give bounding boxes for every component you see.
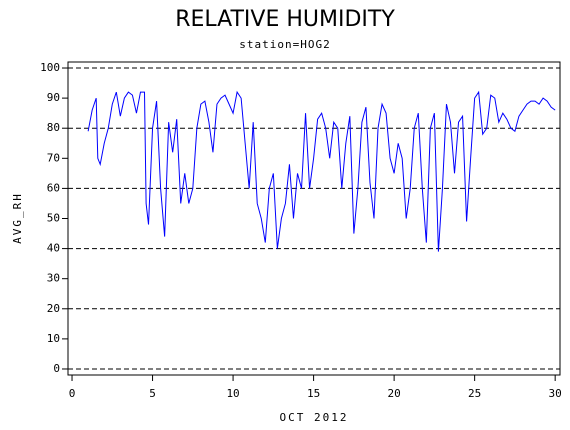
chart-title: RELATIVE HUMIDITY bbox=[175, 7, 395, 32]
y-tick-label: 90 bbox=[47, 91, 60, 104]
y-tick-label: 50 bbox=[47, 212, 60, 225]
y-tick-label: 70 bbox=[47, 151, 60, 164]
y-axis-label: AVG_RH bbox=[11, 192, 24, 244]
y-tick-label: 100 bbox=[40, 61, 60, 74]
x-tick-label: 10 bbox=[226, 387, 239, 400]
chart-subtitle: station=HOG2 bbox=[239, 38, 330, 51]
plot-frame bbox=[67, 61, 561, 376]
x-tick-label: 15 bbox=[307, 387, 320, 400]
y-tick-label: 30 bbox=[47, 272, 60, 285]
y-tick-label: 0 bbox=[53, 362, 60, 375]
y-tick-label: 10 bbox=[47, 332, 60, 345]
y-tick-label: 40 bbox=[47, 242, 60, 255]
x-tick-label: 5 bbox=[149, 387, 156, 400]
x-axis-label: OCT 2012 bbox=[280, 411, 349, 424]
x-tick-label: 30 bbox=[549, 387, 562, 400]
x-tick-label: 25 bbox=[468, 387, 481, 400]
x-tick-label: 20 bbox=[387, 387, 400, 400]
y-tick-label: 60 bbox=[47, 181, 60, 194]
data-line bbox=[87, 90, 556, 252]
y-tick-label: 20 bbox=[47, 302, 60, 315]
y-tick-label: 80 bbox=[47, 121, 60, 134]
x-tick-label: 0 bbox=[69, 387, 76, 400]
